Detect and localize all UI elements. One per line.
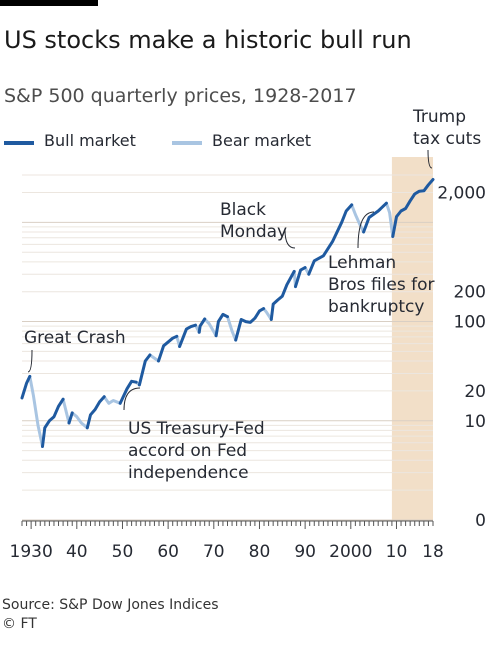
bull-market-line-14 [362, 201, 388, 234]
bear-market-line-2 [70, 411, 89, 430]
y-tick-2000: 2,000 [437, 183, 486, 203]
ft-top-rule [0, 0, 98, 6]
trump-era-highlight [391, 157, 433, 520]
bull-market-line-6 [157, 334, 179, 363]
annotation-trump-line-0: Trump [412, 107, 466, 127]
x-tick-1960: 60 [157, 542, 179, 562]
x-tick-1980: 80 [249, 542, 271, 562]
annotation-great-crash-line-0: Great Crash [24, 328, 126, 348]
annotation-us-treasury-fed-line-0: US Treasury-Fed [128, 419, 265, 439]
copyright-note: © FT [2, 616, 37, 632]
annotation-leader-us-treasury-fed [123, 387, 141, 411]
bull-market-line-9 [214, 312, 229, 338]
legend-label-bear: Bear market [212, 131, 312, 150]
annotation-leader-trump [427, 149, 433, 169]
x-tick-1950: 50 [112, 542, 134, 562]
bull-market-line-8 [197, 317, 207, 334]
bull-market-line-11 [269, 269, 296, 321]
x-tick-1940: 40 [66, 542, 88, 562]
bull-market-line-10 [234, 307, 266, 342]
annotation-trump-line-1: tax cuts [413, 129, 481, 149]
bear-market-line-9 [226, 315, 238, 342]
bear-market-line-0 [28, 374, 44, 448]
x-tick-2000: 2000 [329, 542, 372, 562]
chart-title: US stocks make a historic bull run [4, 26, 412, 54]
annotation-lehman-line-2: bankruptcy [328, 297, 424, 317]
annotation-black-line-0: Black [220, 200, 266, 220]
bull-market-line-12 [294, 266, 307, 289]
bear-market-line-3 [102, 395, 122, 405]
annotation-lehman-line-0: Lehman [328, 253, 396, 273]
x-tick-1990: 90 [294, 542, 316, 562]
annotation-leader-great-crash [27, 349, 33, 373]
legend-label-bull: Bull market [44, 131, 136, 150]
annotation-leader-black [284, 229, 296, 249]
bull-market-line-13 [307, 203, 354, 276]
bear-market-line-13 [350, 203, 366, 234]
annotation-lehman-line-1: Bros files for [328, 275, 434, 295]
annotation-leader-lehman [357, 211, 375, 249]
bull-market-line-4 [118, 379, 138, 405]
y-tick-100: 100 [454, 313, 486, 333]
bull-market-line-0 [20, 374, 32, 400]
x-tick-1970: 70 [203, 542, 225, 562]
bull-market-line-3 [85, 395, 106, 430]
x-tick-1930: 1930 [10, 542, 53, 562]
bear-market-line-5 [148, 353, 160, 363]
annotation-us-treasury-fed-line-1: accord on Fed [128, 441, 247, 461]
bull-market-line-2 [67, 411, 74, 425]
annotation-us-treasury-fed-line-2: independence [128, 463, 249, 483]
bull-market-line-7 [178, 323, 197, 348]
x-tick-2010: 10 [386, 542, 408, 562]
annotation-black-line-1: Monday [220, 222, 287, 242]
y-tick-20: 20 [464, 382, 486, 402]
x-tick-2018: 18 [422, 542, 444, 562]
y-tick-200: 200 [454, 283, 486, 303]
bear-market-line-1 [61, 397, 71, 425]
bull-market-line-1 [41, 397, 65, 448]
chart-subtitle: S&P 500 quarterly prices, 1928-2017 [4, 85, 357, 107]
y-tick-1: 0 [475, 511, 486, 531]
bear-market-line-14 [384, 201, 395, 238]
source-note: Source: S&P Dow Jones Indices [2, 597, 219, 613]
bear-market-line-8 [203, 317, 218, 338]
legend-swatch-bull [4, 141, 34, 145]
bull-market-line-5 [137, 353, 152, 387]
legend-swatch-bear [172, 141, 202, 145]
y-tick-10: 10 [464, 412, 486, 432]
bull-market-line-15 [391, 178, 435, 238]
